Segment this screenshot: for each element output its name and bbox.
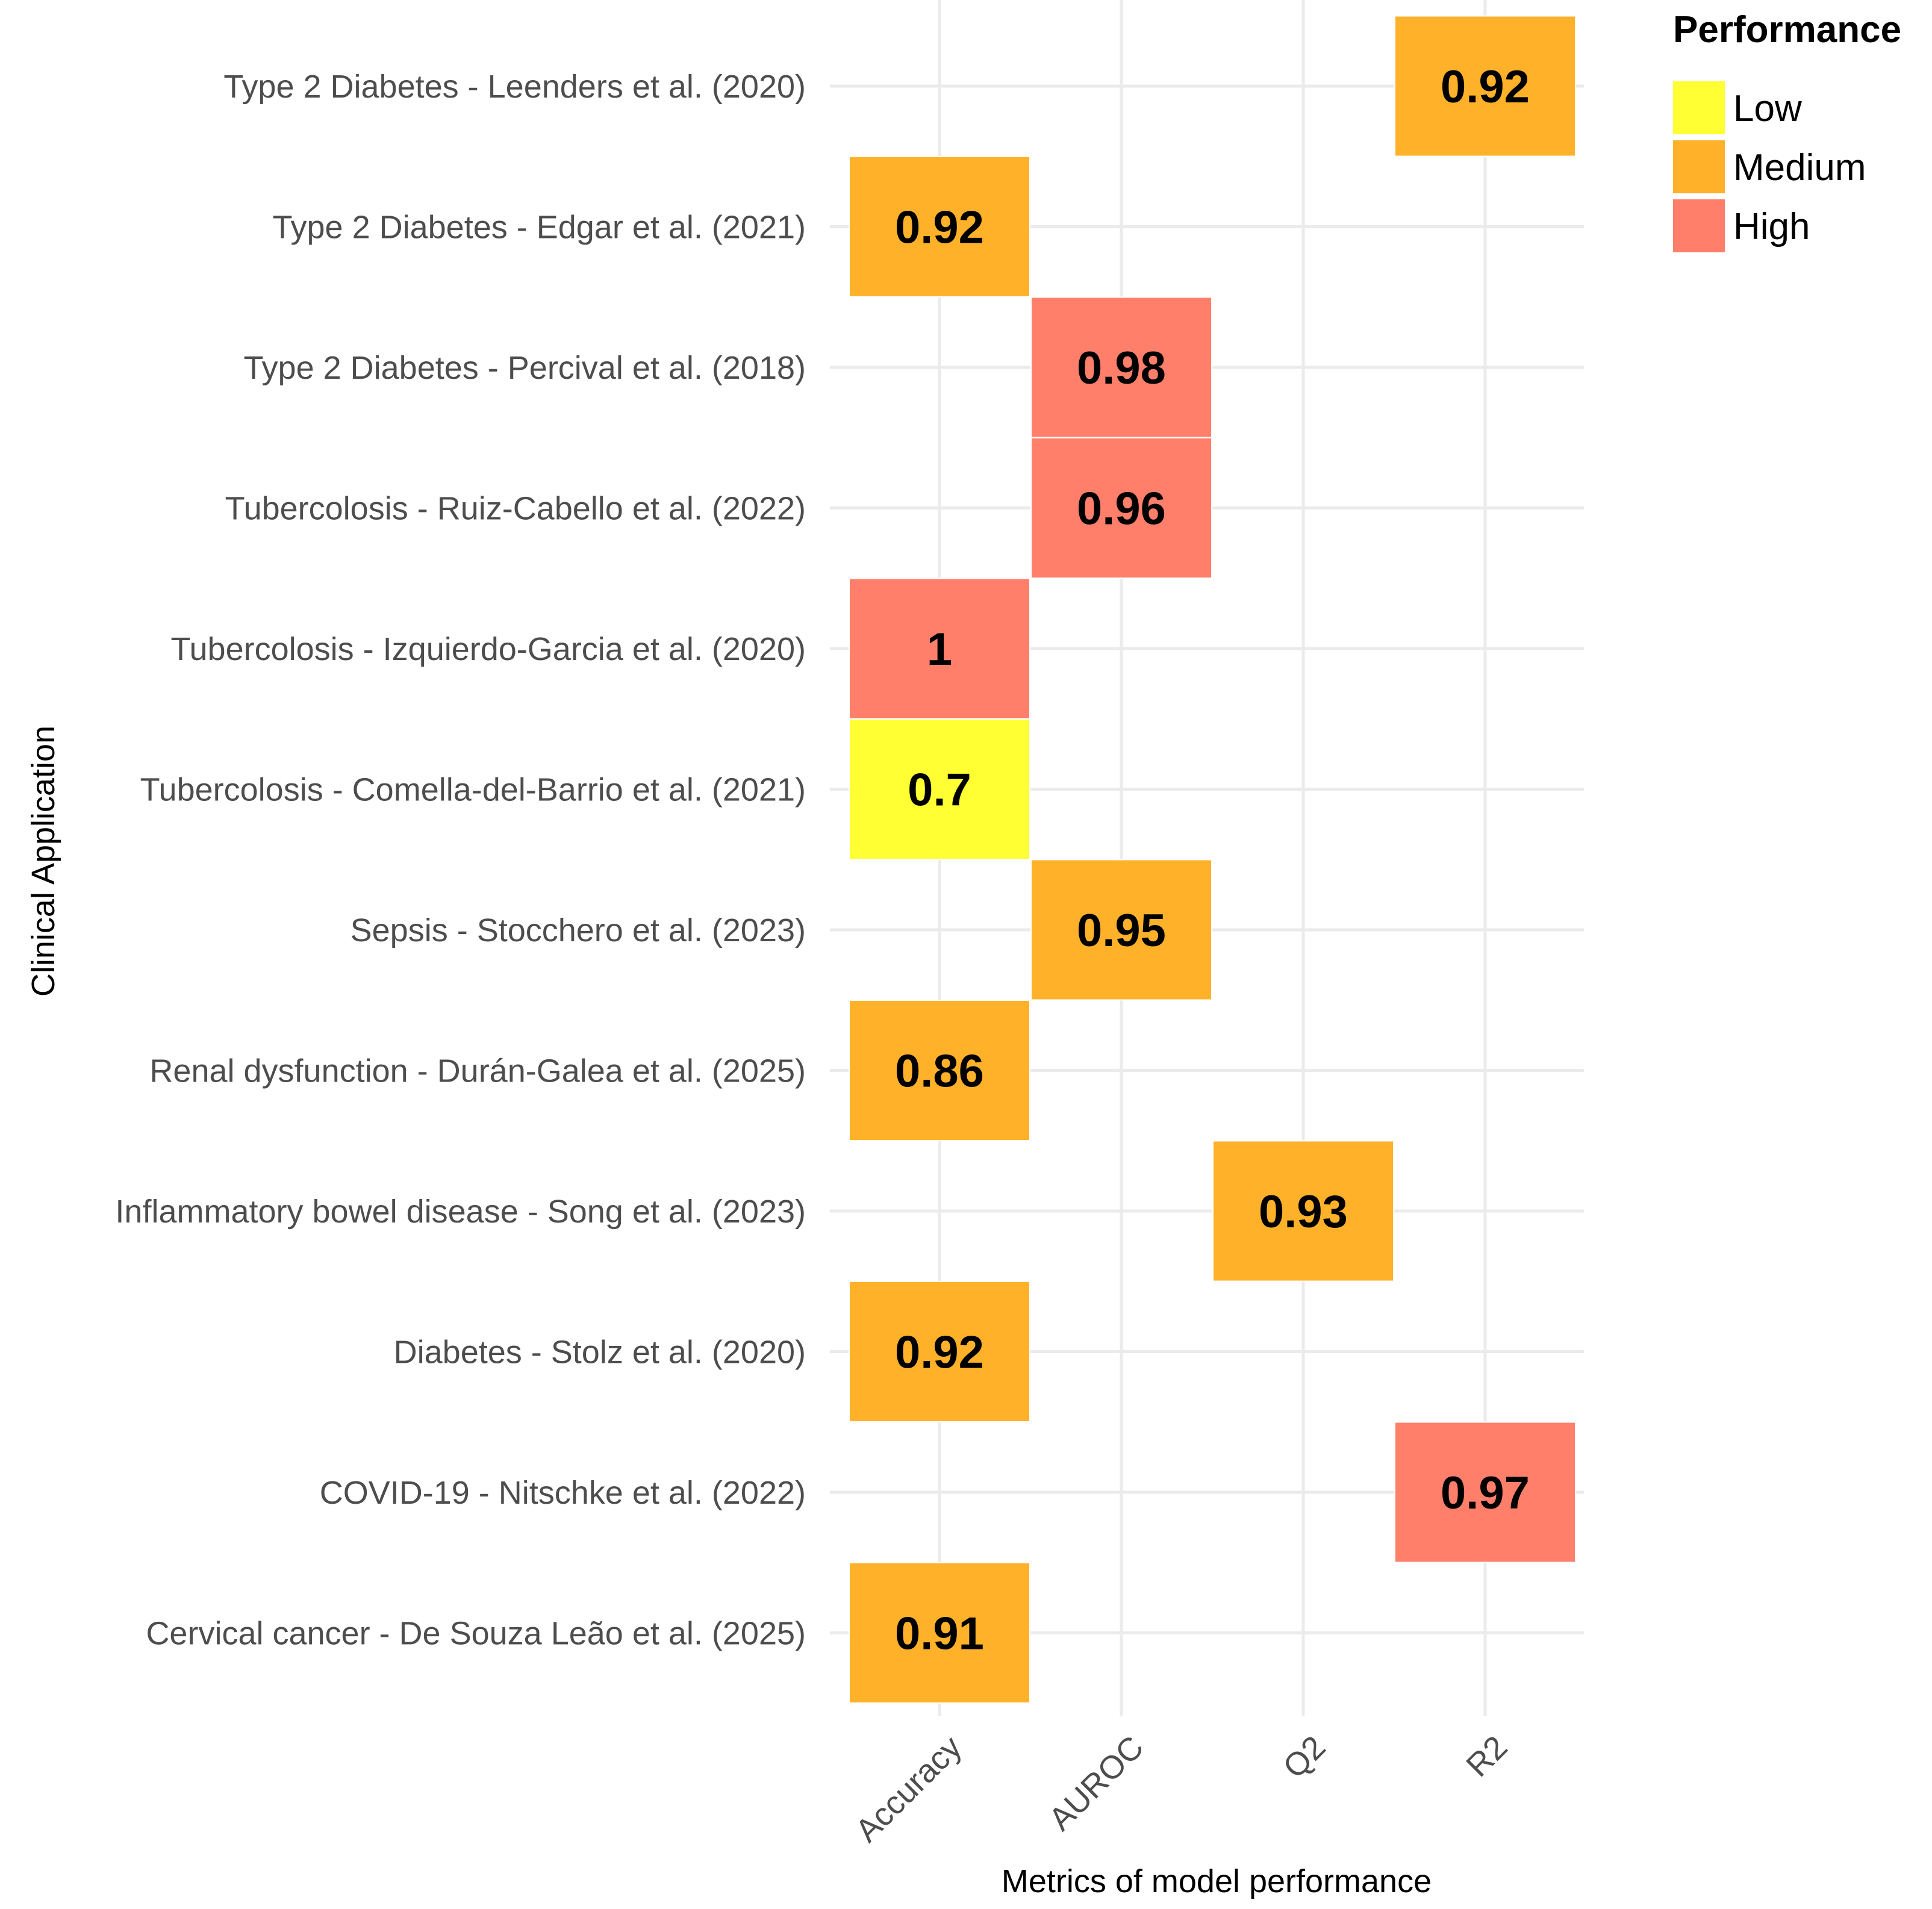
y-tick-label: Type 2 Diabetes - Leenders et al. (2020) bbox=[223, 69, 806, 105]
y-tick-label: Inflammatory bowel disease - Song et al.… bbox=[115, 1194, 806, 1230]
cell-value-label: 0.91 bbox=[895, 1608, 984, 1660]
heatmap-cell bbox=[849, 578, 1030, 720]
x-tick-label: Q2 bbox=[1276, 1729, 1332, 1785]
cell-value-label: 0.98 bbox=[1077, 343, 1166, 394]
legend-label: High bbox=[1733, 206, 1810, 248]
heatmap-cell bbox=[1212, 1140, 1394, 1282]
cell-layer: 0.92 0.92 0.98 0.96 1 0.7 0.95 0.86 0.93 0.92 0.97… bbox=[849, 15, 1576, 1704]
cell-value-label: 0.92 bbox=[895, 202, 984, 254]
heatmap-cell bbox=[1030, 437, 1212, 579]
y-tick-label: Tubercolosis - Izquierdo-Garcia et al. (… bbox=[171, 631, 806, 667]
y-tick-label: COVID-19 - Nitschke et al. (2022) bbox=[320, 1475, 806, 1511]
cell-value-label: 0.86 bbox=[895, 1046, 984, 1097]
legend-title: Performance bbox=[1673, 9, 1901, 51]
y-tick-label: Type 2 Diabetes - Edgar et al. (2021) bbox=[273, 210, 806, 246]
cell-value-label: 1 bbox=[927, 624, 952, 675]
x-axis-ticks: Accuracy AUROC Q2 R2 bbox=[849, 1729, 1514, 1849]
cell-value-label: 0.95 bbox=[1077, 905, 1166, 956]
y-tick-label: Renal dysfunction - Durán-Galea et al. (… bbox=[149, 1053, 806, 1089]
y-tick-label: Tubercolosis - Ruiz-Cabello et al. (2022… bbox=[225, 491, 806, 527]
legend-label: Medium bbox=[1733, 147, 1866, 188]
legend-swatch bbox=[1673, 81, 1725, 134]
heatmap-cell bbox=[849, 1281, 1030, 1422]
legend-label: Low bbox=[1733, 88, 1802, 129]
y-axis-title: Clinical Application bbox=[25, 726, 61, 997]
x-tick-label: AUROC bbox=[1042, 1729, 1150, 1837]
cell-value-label: 0.7 bbox=[908, 765, 971, 816]
y-tick-label: Type 2 Diabetes - Percival et al. (2018) bbox=[244, 350, 806, 386]
x-tick-label: R2 bbox=[1459, 1729, 1514, 1784]
cell-value-label: 0.92 bbox=[895, 1327, 984, 1378]
legend-swatch bbox=[1673, 140, 1725, 193]
x-tick-label: Accuracy bbox=[849, 1729, 968, 1849]
heatmap-cell bbox=[1394, 1421, 1576, 1563]
legend-swatch bbox=[1673, 199, 1725, 252]
y-axis-ticks: Type 2 Diabetes - Leenders et al. (2020)… bbox=[115, 69, 806, 1652]
cell-value-label: 0.96 bbox=[1077, 484, 1166, 535]
heatmap-cell bbox=[849, 1562, 1030, 1704]
y-tick-label: Tubercolosis - Comella-del-Barrio et al.… bbox=[140, 772, 806, 808]
y-tick-label: Cervical cancer - De Souza Leão et al. (… bbox=[146, 1616, 806, 1652]
cell-value-label: 0.92 bbox=[1441, 61, 1530, 113]
heatmap-cell bbox=[849, 156, 1030, 297]
legend-items: Low Medium High bbox=[1673, 81, 1866, 252]
heatmap-cell bbox=[849, 718, 1030, 860]
heatmap-cell bbox=[1394, 15, 1576, 157]
cell-value-label: 0.97 bbox=[1441, 1468, 1530, 1519]
heatmap-cell bbox=[849, 1000, 1030, 1141]
y-tick-label: Sepsis - Stocchero et al. (2023) bbox=[351, 912, 806, 948]
cell-value-label: 0.93 bbox=[1259, 1186, 1348, 1238]
heatmap-cell bbox=[1030, 859, 1212, 1001]
y-tick-label: Diabetes - Stolz et al. (2020) bbox=[394, 1334, 806, 1371]
x-axis-title: Metrics of model performance bbox=[1002, 1863, 1432, 1899]
legend: Performance Low Medium High bbox=[1673, 9, 1901, 252]
